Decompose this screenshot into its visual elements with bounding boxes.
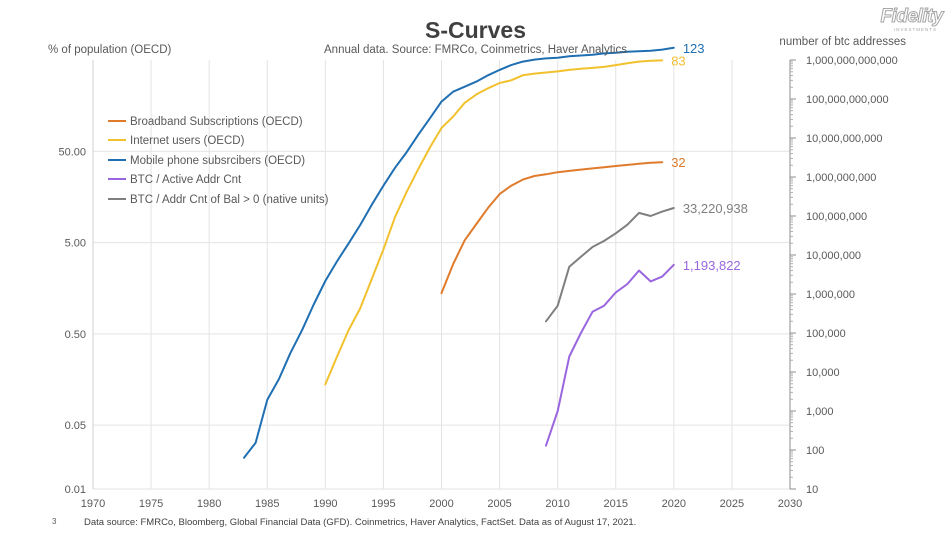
series-end-label: 32 [671,155,685,170]
series-end-label: 33,220,938 [683,201,748,216]
y-left-tick-label: 0.01 [65,484,86,496]
left-axis-label: % of population (OECD) [48,44,172,56]
legend-item-broadband: Broadband Subscriptions (OECD) [108,116,303,130]
series-line-2 [440,161,664,295]
y-left-tick-label: 5.00 [65,238,86,250]
y-left-tick-label: 0.05 [65,420,86,432]
x-tick-label: 2020 [662,498,686,510]
series-end-label: 123 [683,41,705,56]
series-layer [243,46,675,459]
y-right-tick-label: 1,000,000,000 [806,172,876,184]
y-right-tick-label: 100,000 [806,328,846,340]
series-end-label: 83 [671,53,685,68]
legend-label: Mobile phone subsrcibers (OECD) [130,155,306,167]
legend-label: BTC / Addr Cnt of Bal > 0 (native units) [130,194,329,206]
fidelity-logo-subtext: INVESTMENTS [893,27,937,32]
y-right-tick-label: 100,000,000 [806,211,867,223]
legend-swatch [108,119,126,122]
y-right-tick-label: 10 [806,484,818,496]
x-tick-label: 2015 [604,498,628,510]
legend-swatch [108,177,126,180]
legend-label: BTC / Active Addr Cnt [130,174,242,186]
x-tick-label: 1980 [197,498,221,510]
x-tick-label: 1995 [371,498,395,510]
y-right-tick-label: 1,000,000 [806,289,855,301]
x-tick-label: 2025 [720,498,744,510]
series-line-3 [545,207,675,323]
legend-item-internet: Internet users (OECD) [108,135,244,149]
chart-subtitle: Annual data. Source: FMRCo, Coinmetrics,… [324,44,627,56]
y-right-tick-label: 1,000 [806,406,834,418]
y-left-tick-label: 50.00 [58,146,86,158]
x-tick-label: 2005 [487,498,511,510]
legend-item-btc-balance: BTC / Addr Cnt of Bal > 0 (native units) [108,194,328,208]
fidelity-logo: Fidelity [880,6,944,28]
x-tick-label: 2030 [778,498,802,510]
series-line-1 [324,59,664,386]
x-tick-label: 1985 [255,498,279,510]
page-number: 3 [52,517,57,526]
x-tick-label: 1990 [313,498,337,510]
series-line-0 [243,46,675,459]
chart-title: S-Curves [425,17,526,43]
y-right-tick-label: 10,000,000,000 [806,133,882,145]
source-note: Data source: FMRCo, Bloomberg, Global Fi… [84,517,637,528]
y-right-tick-label: 10,000,000 [806,250,861,262]
legend-item-mobile: Mobile phone subsrcibers (OECD) [108,155,305,169]
series-line-4 [545,263,675,447]
y-right-tick-label: 100,000,000,000 [806,94,889,106]
x-tick-label: 1975 [139,498,163,510]
y-right-tick-label: 1,000,000,000,000 [806,55,898,67]
legend-label: Internet users (OECD) [130,135,245,147]
y-left-tick-label: 0.50 [65,329,86,341]
y-right-tick-label: 10,000 [806,367,840,379]
legend-swatch [108,158,126,161]
legend-item-btc-active: BTC / Active Addr Cnt [108,174,241,188]
legend-label: Broadband Subscriptions (OECD) [130,116,303,128]
series-end-label: 1,193,822 [683,258,741,273]
x-tick-label: 2000 [429,498,453,510]
axes: 1970 1975 1980 1985 1990 1995 2000 2005 2010 2015… [58,55,897,510]
x-tick-label: 1970 [81,498,105,510]
y-right-tick-label: 100 [806,445,824,457]
legend-swatch [108,197,126,200]
x-tick-label: 2010 [545,498,569,510]
legend-swatch [108,138,126,141]
right-axis-label: number of btc addresses [779,36,906,48]
